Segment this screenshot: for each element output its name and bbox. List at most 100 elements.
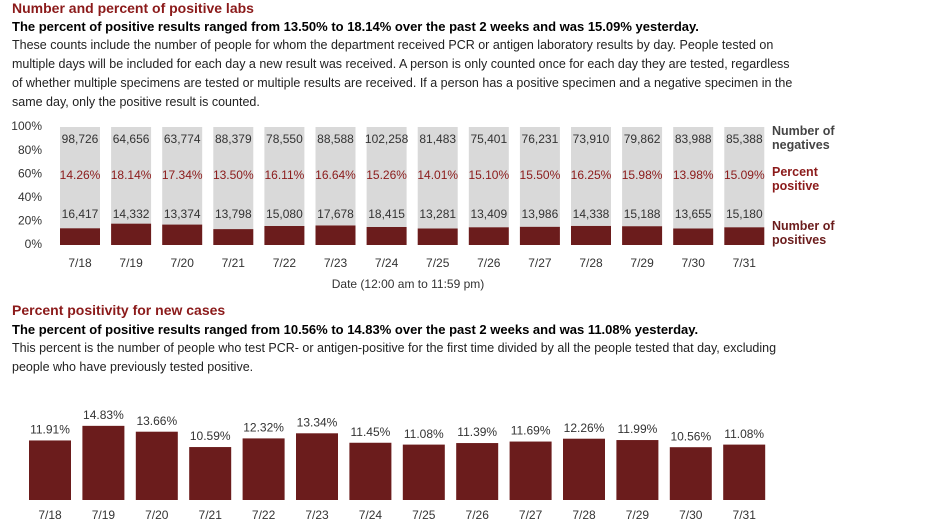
legend-negatives: Number of negatives xyxy=(772,124,835,152)
value-label: 13.34% xyxy=(297,415,338,429)
percent-label: 13.50% xyxy=(213,168,254,182)
negatives-label: 98,726 xyxy=(62,132,99,146)
bar-positive xyxy=(315,225,356,245)
bar xyxy=(616,440,659,500)
description: These counts include the number of peopl… xyxy=(12,38,793,109)
percent-label: 13.98% xyxy=(673,168,714,182)
bar-positive xyxy=(60,228,100,245)
y-tick-label: 0% xyxy=(25,237,43,251)
y-tick-label: 60% xyxy=(18,166,42,180)
bar xyxy=(669,447,712,500)
positives-label: 15,180 xyxy=(726,207,763,221)
positives-label: 16,417 xyxy=(62,207,99,221)
x-tick-label: 7/25 xyxy=(412,508,436,522)
legend-percent: Percent positive xyxy=(772,165,820,193)
bar-negative xyxy=(622,127,663,227)
percent-label: 17.34% xyxy=(162,168,203,182)
x-tick-label: 7/18 xyxy=(38,508,62,522)
positives-label: 14,338 xyxy=(573,207,610,221)
positives-label: 13,374 xyxy=(164,207,201,221)
bar xyxy=(402,444,445,500)
value-label: 11.91% xyxy=(30,423,70,437)
positives-label: 13,798 xyxy=(215,207,252,221)
negatives-label: 79,862 xyxy=(624,132,661,146)
bar-positive xyxy=(162,224,203,245)
x-tick-label: 7/21 xyxy=(199,508,223,522)
description: This percent is the number of people who… xyxy=(12,341,777,374)
legend-positives: Number of positives xyxy=(772,219,835,247)
percent-label: 15.26% xyxy=(366,168,407,182)
section-title: Number and percent of positive labs xyxy=(12,0,254,16)
value-label: 11.45% xyxy=(350,425,390,439)
bar xyxy=(563,438,605,500)
value-label: 10.59% xyxy=(190,429,231,443)
bar xyxy=(82,425,125,500)
value-label: 12.26% xyxy=(564,421,605,435)
x-tick-label: 7/19 xyxy=(92,508,116,522)
x-tick-label: 7/21 xyxy=(222,256,246,270)
section-title: Percent positivity for new cases xyxy=(12,302,226,318)
bar-negative xyxy=(264,127,305,226)
positives-label: 13,281 xyxy=(419,207,456,221)
bar-negative xyxy=(60,127,100,229)
bar-positive xyxy=(111,223,152,245)
x-tick-label: 7/20 xyxy=(171,256,195,270)
bar-negative xyxy=(366,127,407,227)
x-tick-label: 7/31 xyxy=(733,508,757,522)
percent-label: 15.10% xyxy=(468,168,509,182)
positives-label: 17,678 xyxy=(317,207,354,221)
negatives-label: 88,588 xyxy=(317,132,354,146)
positives-label: 18,415 xyxy=(368,207,405,221)
y-tick-label: 20% xyxy=(18,214,42,228)
bar-negative xyxy=(571,127,611,226)
bar-positive xyxy=(724,227,765,245)
negatives-label: 85,388 xyxy=(726,132,763,146)
x-tick-label: 7/26 xyxy=(477,256,501,270)
bar-positive xyxy=(468,227,509,245)
x-tick-label: 7/24 xyxy=(375,256,399,270)
x-tick-label: 7/31 xyxy=(733,256,757,270)
percent-label: 14.01% xyxy=(417,168,458,182)
positives-label: 15,080 xyxy=(266,207,303,221)
bar xyxy=(723,444,766,500)
x-tick-label: 7/23 xyxy=(324,256,348,270)
x-tick-label: 7/30 xyxy=(682,256,706,270)
negatives-label: 81,483 xyxy=(419,132,456,146)
percent-label: 18.14% xyxy=(111,168,152,182)
y-tick-label: 80% xyxy=(18,143,42,157)
value-label: 11.39% xyxy=(457,425,497,439)
x-tick-label: 7/26 xyxy=(466,508,490,522)
positives-label: 15,188 xyxy=(624,207,661,221)
bar xyxy=(296,433,338,500)
bar xyxy=(456,443,499,500)
bar-negative xyxy=(213,127,254,230)
value-label: 12.32% xyxy=(243,421,284,435)
value-label: 13.66% xyxy=(136,414,177,428)
negatives-label: 78,550 xyxy=(266,132,303,146)
x-tick-label: 7/23 xyxy=(305,508,329,522)
x-tick-label: 7/30 xyxy=(679,508,703,522)
value-label: 11.99% xyxy=(617,422,657,436)
x-axis-label: Date (12:00 am to 11:59 pm) xyxy=(332,277,485,291)
x-tick-label: 7/28 xyxy=(572,508,596,522)
value-label: 11.69% xyxy=(511,424,551,438)
negatives-label: 83,988 xyxy=(675,132,712,146)
bar xyxy=(349,442,392,500)
x-tick-label: 7/25 xyxy=(426,256,450,270)
x-tick-label: 7/28 xyxy=(579,256,603,270)
value-label: 11.08% xyxy=(724,427,764,441)
bar xyxy=(509,441,552,500)
bar-negative xyxy=(111,127,152,224)
bar-positive xyxy=(519,226,560,245)
negatives-label: 63,774 xyxy=(164,132,201,146)
x-tick-label: 7/20 xyxy=(145,508,169,522)
x-tick-label: 7/24 xyxy=(359,508,383,522)
percent-label: 15.50% xyxy=(520,168,561,182)
bar-negative xyxy=(162,127,203,225)
bar-negative xyxy=(724,127,765,228)
x-tick-label: 7/27 xyxy=(528,256,552,270)
value-label: 11.08% xyxy=(404,427,444,441)
positives-label: 13,409 xyxy=(470,207,507,221)
percent-label: 15.09% xyxy=(724,168,765,182)
value-label: 14.83% xyxy=(83,408,124,422)
